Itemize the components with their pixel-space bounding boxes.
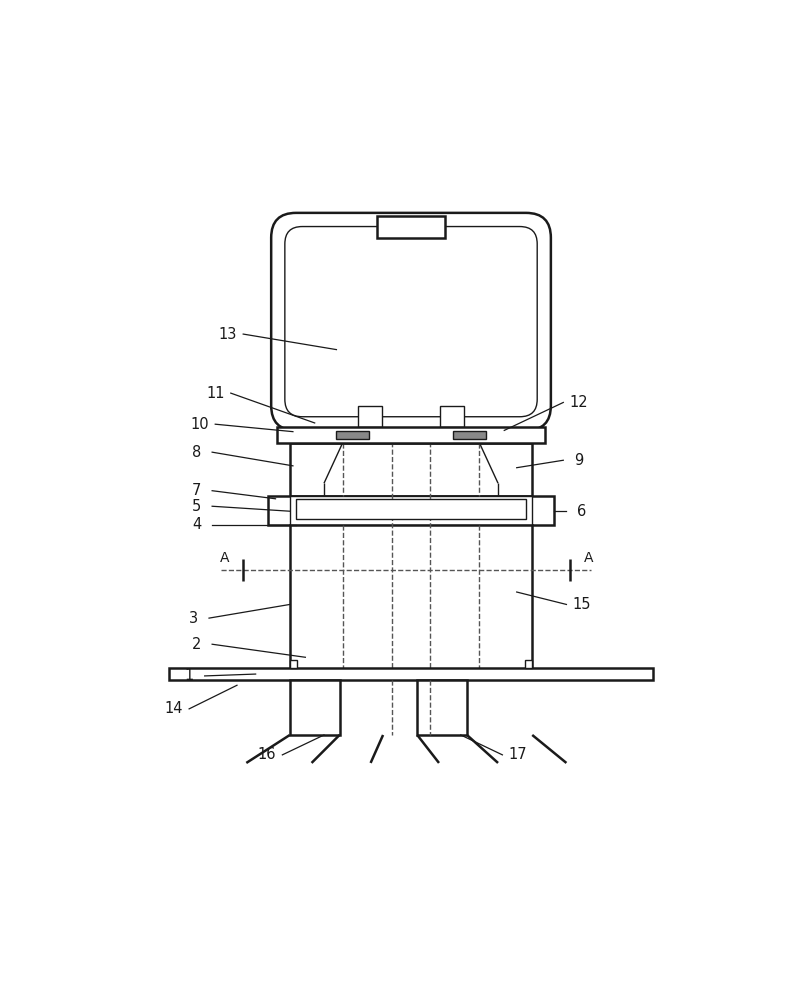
Text: 16: 16 [257,747,276,762]
Bar [290,496,533,525]
Bar [277,427,545,443]
FancyBboxPatch shape [271,213,551,430]
Text: 17: 17 [508,747,527,762]
Text: 7: 7 [192,483,201,498]
Text: 5: 5 [192,499,201,514]
Text: 12: 12 [569,395,588,410]
Bar [290,660,298,668]
Bar [440,406,464,427]
Bar [525,660,533,668]
Text: 10: 10 [190,417,209,432]
Bar [290,680,339,735]
Bar [452,431,486,439]
Text: 8: 8 [192,445,201,460]
Bar [337,431,370,439]
Bar [290,525,533,670]
Text: 3: 3 [189,611,198,626]
Bar [296,499,526,519]
Text: 2: 2 [192,637,201,652]
Text: 1: 1 [184,668,194,683]
Text: A: A [220,551,229,565]
Text: 14: 14 [164,701,183,716]
Text: 6: 6 [577,504,586,519]
Text: 4: 4 [192,517,201,532]
Text: 15: 15 [573,597,591,612]
Bar [377,216,445,238]
Bar [358,406,382,427]
Bar [268,496,554,525]
Text: 13: 13 [218,327,237,342]
Text: 9: 9 [574,453,584,468]
Bar [290,443,533,496]
Bar [168,668,654,680]
Text: A: A [583,551,593,565]
Text: 11: 11 [206,386,225,401]
Bar [417,680,467,735]
